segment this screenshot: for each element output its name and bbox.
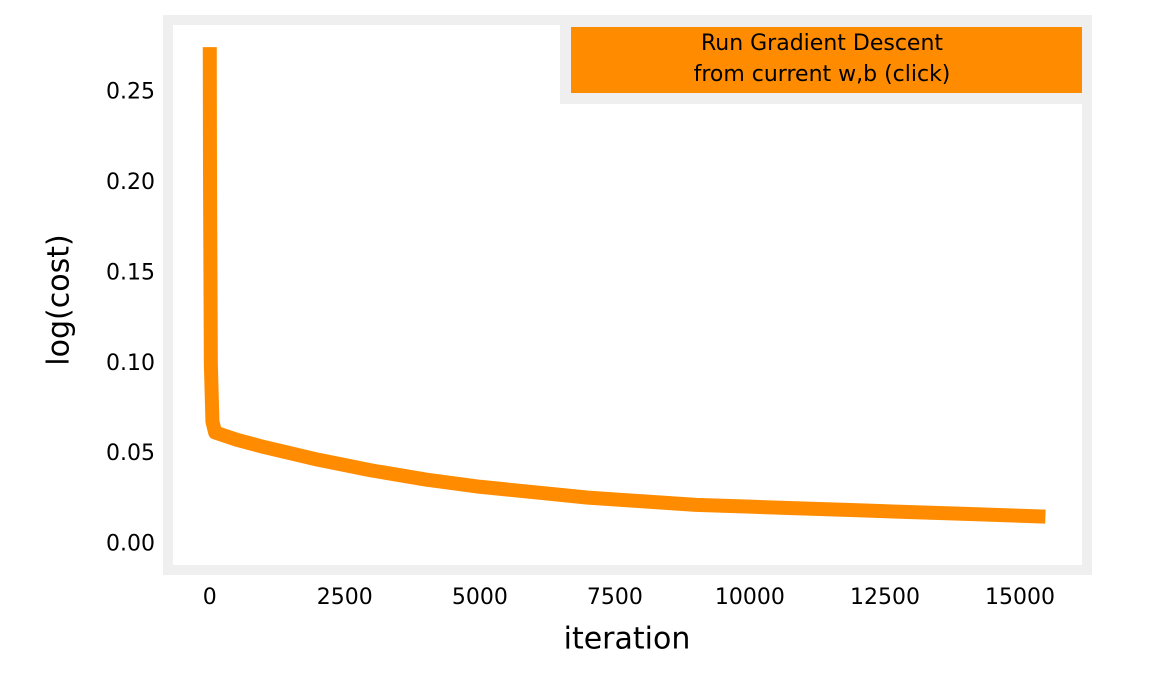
y-tick-label: 0.00 bbox=[106, 532, 155, 557]
y-tick-label: 0.10 bbox=[106, 351, 155, 376]
x-tick-label: 7500 bbox=[587, 585, 643, 610]
y-tick-label: 0.25 bbox=[106, 79, 155, 104]
y-tick-label: 0.15 bbox=[106, 260, 155, 285]
x-tick-label: 2500 bbox=[317, 585, 373, 610]
button-label[interactable]: from current w,b (click) bbox=[694, 62, 951, 87]
cost-line bbox=[202, 47, 1046, 524]
x-tick-label: 0 bbox=[203, 585, 217, 610]
x-tick-label: 15000 bbox=[985, 585, 1055, 610]
x-axis-label: iteration bbox=[564, 622, 691, 657]
x-tick-label: 12500 bbox=[850, 585, 920, 610]
button-background[interactable] bbox=[571, 27, 1082, 93]
run-button[interactable]: Run Gradient Descent from current w,b (c… bbox=[571, 27, 1082, 93]
y-tick-label: 0.05 bbox=[106, 441, 155, 466]
x-tick-label: 10000 bbox=[715, 585, 785, 610]
x-tick-label: 5000 bbox=[452, 585, 508, 610]
y-tick-label: 0.20 bbox=[106, 170, 155, 195]
button-label[interactable]: Run Gradient Descent bbox=[701, 31, 943, 56]
plot-frame bbox=[163, 15, 1092, 575]
y-axis-label: log(cost) bbox=[42, 234, 77, 365]
